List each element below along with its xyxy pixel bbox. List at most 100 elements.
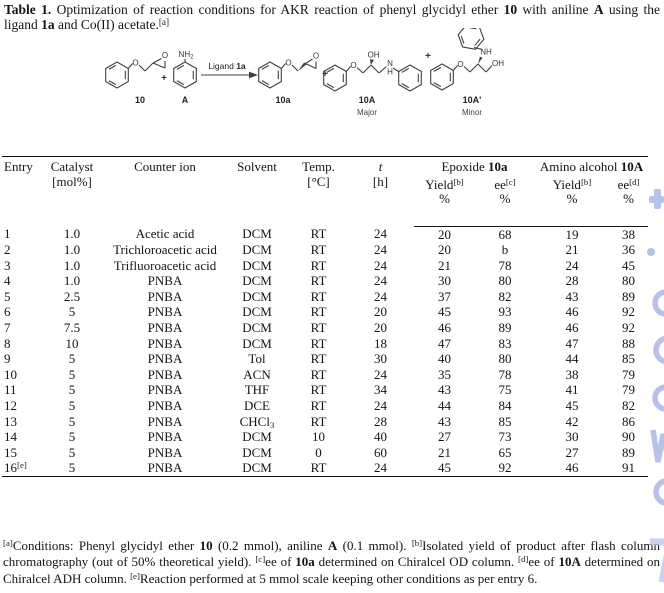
cell-counter-ion: PNBA [147,429,183,445]
cell-catalyst-mol: 5 [68,413,76,429]
cell-epoxide-yield: 20 [438,226,451,242]
cell-solvent: DCM [242,257,272,273]
cell-solvent: DCM [242,335,272,351]
cell-epoxide-yield: 27 [438,429,451,445]
cell-amino-yield: 30 [565,429,579,445]
table-caption: Table 1. Optimization of reaction condit… [4,2,660,32]
cell-epoxide-yield: 43 [438,413,451,429]
table-row: 7 7.5 PNBA DCM RT 20 46 89 46 92 [2,320,648,336]
cell-solvent: DCE [244,398,270,414]
cell-epoxide-yield: 40 [438,351,451,367]
cell-epoxide-ee: 68 [498,226,512,242]
group-header-epoxide-10a: Epoxide 10a [441,159,508,174]
cell-entry: 5 [4,288,11,304]
table-row: 6 5 PNBA DCM RT 20 45 93 46 92 [2,304,648,320]
cell-temp: RT [310,382,327,398]
cell-amino-ee: 38 [622,226,635,242]
cell-amino-yield: 19 [565,226,579,242]
cell-time-h: 24 [374,366,387,382]
footnotes: [a]Conditions: Phenyl glycidyl ether 10 … [3,538,661,586]
cell-solvent: DCM [242,273,272,289]
table-row: 12 5 PNBA DCE RT 24 44 84 45 82 [2,398,648,414]
label-compound-10A: 10A [359,95,376,105]
cell-amino-yield: 47 [565,335,579,351]
cell-entry: 9 [4,351,11,367]
cell-epoxide-yield: 37 [438,288,451,304]
table-row: 4 1.0 PNBA DCM RT 24 30 80 28 80 [2,273,648,289]
reaction-scheme-svg: O O + NH2 Ligand 1a O O + O [105,19,504,117]
cell-entry: 8 [4,335,11,351]
o-atom-label: O [285,59,291,68]
cell-amino-yield: 45 [565,398,579,414]
cell-catalyst-mol: 5 [38,460,106,478]
col-header-solvent: Solvent [237,159,277,174]
cell-epoxide-yield: 21 [438,444,451,460]
cell-counter-ion: PNBA [147,320,183,336]
n-atom-label: N [387,59,393,68]
cell-catalyst-mol: 1.0 [63,226,81,241]
cell-catalyst-mol: 10 [65,335,79,351]
cell-epoxide-ee: 80 [498,273,512,289]
cell-time-h: 60 [374,444,387,460]
cell-amino-ee: 92 [622,304,635,320]
table-row: 5 2.5 PNBA DCM RT 24 37 82 43 89 [2,289,648,305]
cell-temp: 10 [312,429,325,445]
cell-entry: 13 [4,413,17,429]
table-row: 11 5 PNBA THF RT 34 43 75 41 79 [2,382,648,398]
cell-amino-ee: 79 [622,382,635,398]
cell-counter-ion: PNBA [147,366,183,382]
cell-epoxide-yield: 30 [438,273,451,289]
cell-catalyst-mol: 1.0 [63,257,81,273]
label-compound-A: A [182,95,189,105]
cell-temp: RT [310,398,327,414]
cell-amino-ee: 88 [622,335,635,351]
cell-epoxide-ee: 92 [475,460,535,478]
cell-temp: RT [310,257,327,273]
cell-temp: RT [310,288,327,304]
cell-temp: RT [310,351,327,367]
cell-time-h: 24 [374,288,387,304]
cell-solvent: DCM [242,320,272,336]
cell-epoxide-ee: 84 [498,398,512,414]
cell-time-h: 34 [374,382,387,398]
nh-atom-label: NH [480,48,492,57]
h-atom-label: H [387,68,393,77]
cell-entry: 11 [4,382,17,398]
plus-sign: + [425,51,431,62]
col-header-catalyst: Catalyst [mol%] [50,159,94,189]
cell-solvent: THF [244,382,270,398]
cell-epoxide-ee: 73 [498,429,512,445]
label-compound-10: 10 [135,95,145,105]
cell-temp: RT [310,335,327,351]
cell-counter-ion: PNBA [147,444,183,460]
cell-catalyst-mol: 2.5 [63,288,81,304]
cell-counter-ion: PNBA [147,273,183,289]
cell-epoxide-yield: 47 [438,335,451,351]
table-row: 14 5 PNBA DCM 10 40 27 73 30 90 [2,429,648,445]
cell-time-h: 40 [374,429,387,445]
cell-epoxide-ee: 82 [498,288,512,304]
cell-amino-ee: 82 [622,398,635,414]
cell-epoxide-ee: 93 [498,304,512,320]
table-row: 3 1.0 Trifluoroacetic acid DCM RT 24 21 78 24 45 [2,258,648,274]
cell-solvent: DCM [242,444,272,460]
cell-amino-yield: 44 [565,351,579,367]
o-atom-label: O [350,61,356,70]
cell-catalyst-mol: 5 [68,398,76,414]
o-atom-label: O [313,52,319,61]
cell-amino-ee: 89 [622,444,635,460]
cell-counter-ion: PNBA [147,335,183,351]
col-header-entry: Entry [4,159,33,174]
cell-epoxide-ee: 85 [498,413,512,429]
cell-amino-ee: 86 [622,413,635,429]
cell-amino-ee: 79 [622,366,635,382]
col-header-temp: Temp. [°C] [302,159,335,189]
cell-entry: 3 [4,257,11,273]
cell-temp: RT [310,242,327,258]
cell-amino-ee: 45 [622,257,635,273]
cell-epoxide-ee: 75 [498,382,512,398]
cell-epoxide-yield: 35 [438,366,451,382]
cell-counter-ion: PNBA [147,398,183,414]
cell-amino-yield: 21 [565,242,579,258]
